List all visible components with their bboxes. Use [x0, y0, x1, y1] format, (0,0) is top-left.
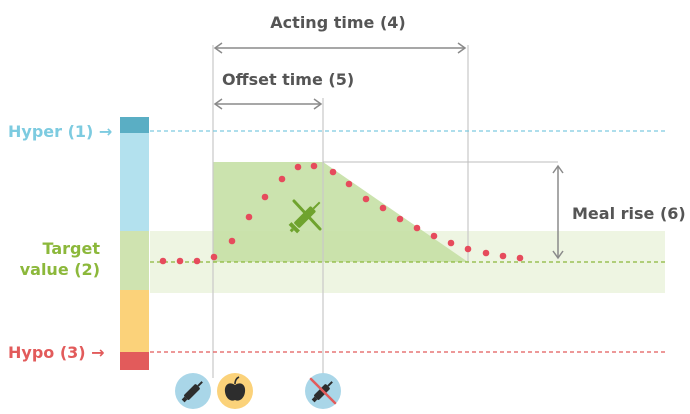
hyper-label: Hyper (1) → [8, 122, 112, 141]
acting-time-label: Acting time (4) [270, 13, 405, 32]
glucose-dotted-curve [159, 162, 524, 265]
syringe-icon [288, 201, 321, 234]
meal-rise-label: Meal rise (6) [572, 204, 686, 223]
target-label-line1: Target [43, 239, 101, 258]
apple-icon [217, 373, 253, 409]
meal-rise-area [213, 162, 468, 262]
syringe-strike [292, 199, 322, 231]
insulin-pen-crossed-icon [305, 373, 341, 409]
meal-rise-arrow [552, 164, 564, 260]
offset-time-arrow [213, 98, 323, 110]
hypo-label: Hypo (3) → [8, 343, 105, 362]
acting-time-arrow [213, 42, 467, 54]
insulin-pen-icon [175, 373, 211, 409]
target-label-line2: value (2) [20, 260, 100, 279]
glucose-scale-bar [120, 117, 149, 370]
offset-time-label: Offset time (5) [222, 70, 354, 89]
